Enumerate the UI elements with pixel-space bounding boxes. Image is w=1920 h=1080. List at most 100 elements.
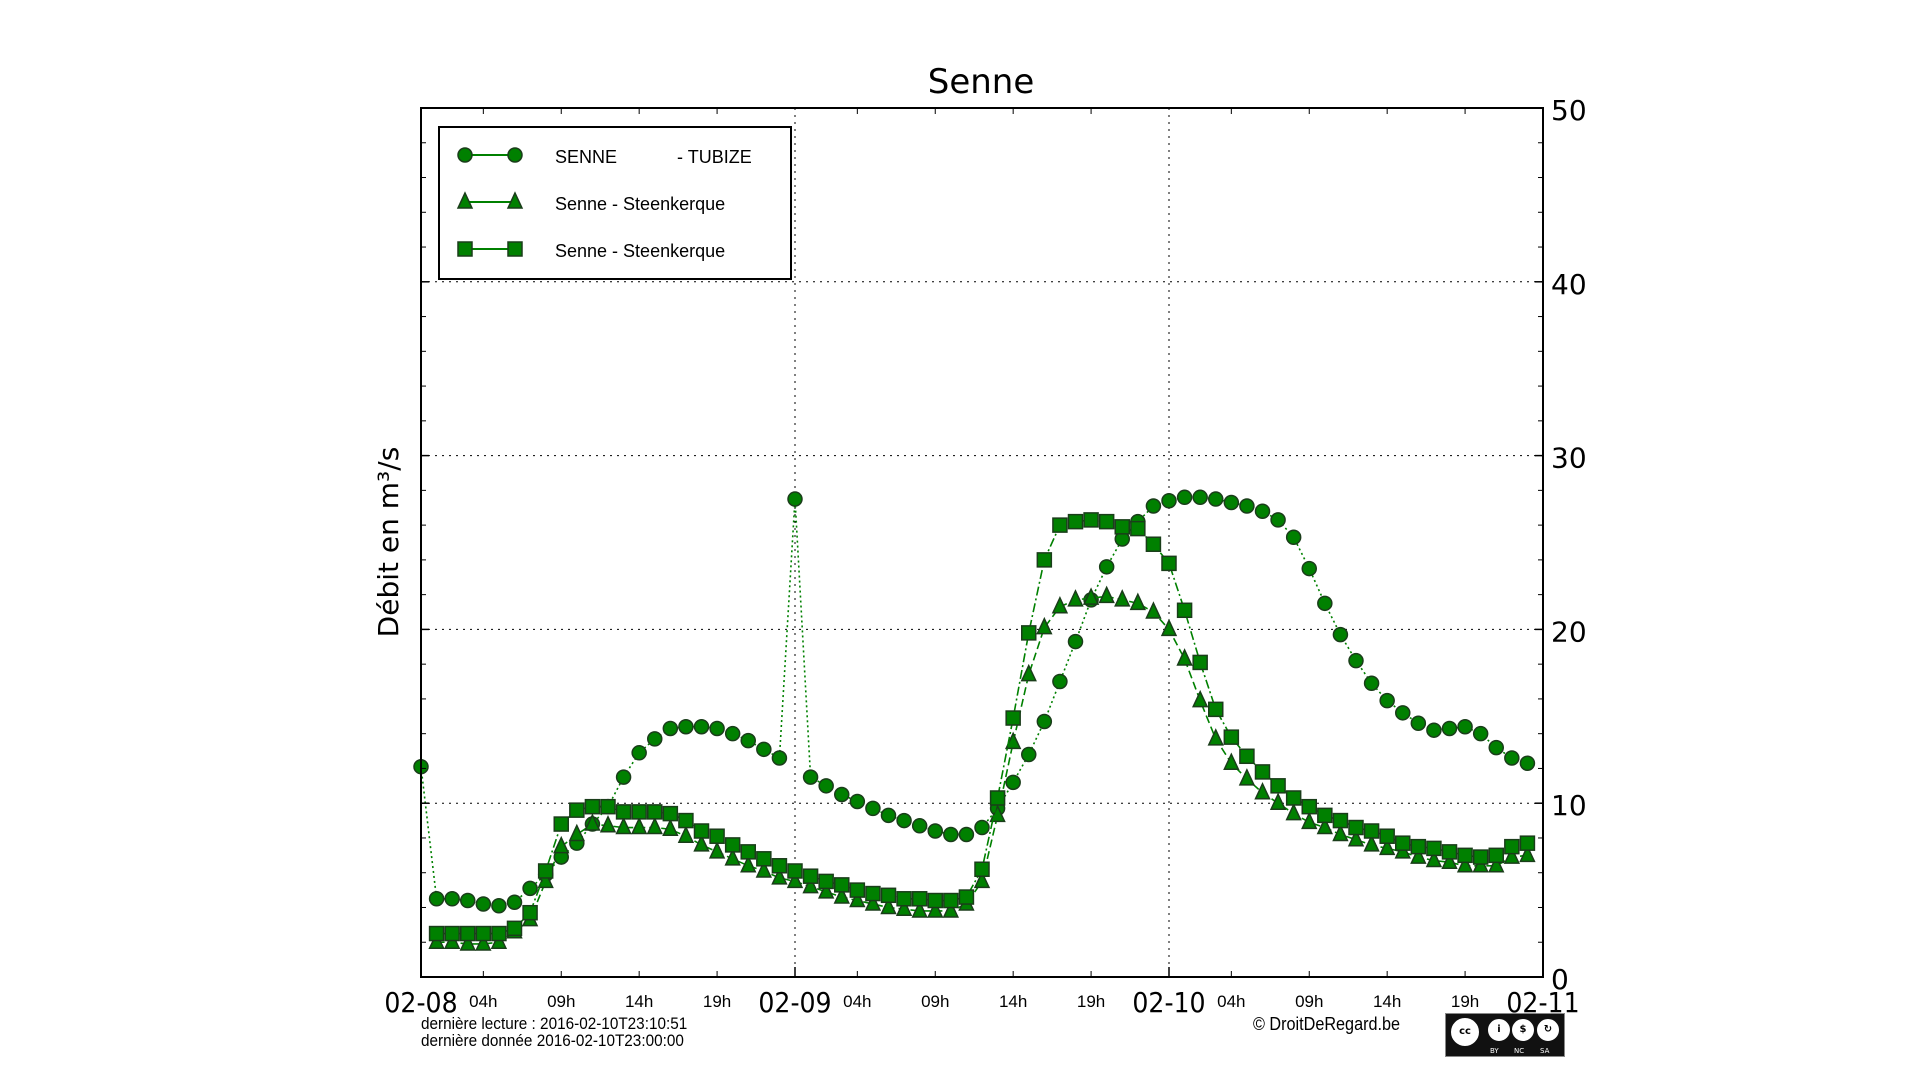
y-axis-label: Débit en m³/s: [372, 447, 405, 638]
square-marker: [1519, 835, 1536, 851]
y-tick-label: 30: [1551, 442, 1587, 475]
square-marker: [1130, 520, 1146, 537]
circle-marker: [974, 819, 990, 836]
square-marker: [1270, 778, 1286, 794]
triangle-marker: [1051, 596, 1069, 614]
triangle-marker: [1363, 834, 1380, 852]
triangle-marker: [1238, 768, 1256, 786]
square-marker: [444, 925, 460, 942]
square-marker: [1426, 840, 1442, 857]
x-major-tick-label: 02-08: [384, 987, 457, 1020]
square-marker: [896, 891, 912, 907]
triangle-marker: [802, 875, 819, 894]
triangle-marker: [1223, 752, 1240, 770]
triangle-marker: [1129, 592, 1147, 611]
square-marker: [662, 805, 679, 822]
plot-frame: [420, 107, 1544, 978]
triangle-marker: [584, 813, 601, 831]
x-minor-tick-label: 19h: [1451, 992, 1479, 1011]
triangle-marker: [817, 881, 835, 899]
license-nc: NC: [1514, 1047, 1525, 1055]
square-marker: [818, 873, 834, 890]
circle-marker: [678, 718, 694, 735]
x-minor-tick-label: 09h: [1295, 992, 1323, 1011]
square-marker: [631, 804, 647, 820]
license-sa: SA: [1540, 1047, 1550, 1055]
last-read-text: dernière lecture : 2016-02-10T23:10:51: [421, 1014, 688, 1033]
triangle-marker: [708, 841, 726, 859]
square-marker: [491, 925, 507, 942]
triangle-marker: [1004, 731, 1022, 750]
circle-marker: [787, 491, 803, 507]
circle-marker: [1052, 673, 1068, 690]
circle-marker: [693, 718, 710, 735]
triangle-marker: [1301, 811, 1318, 830]
square-marker: [989, 790, 1006, 806]
circle-marker: [771, 750, 788, 766]
circle-marker: [1285, 529, 1302, 546]
circle-marker: [491, 897, 507, 914]
triangle-marker: [1378, 837, 1396, 856]
circle-marker: [1145, 498, 1162, 514]
square-marker: [1145, 536, 1162, 552]
triangle-marker: [553, 835, 570, 854]
circle-marker: [1426, 722, 1442, 738]
circle-marker: [834, 786, 850, 803]
sa-icon: ↻: [1535, 1017, 1561, 1043]
square-marker: [1036, 552, 1053, 568]
triangle-marker: [833, 886, 850, 904]
square-marker: [1083, 512, 1099, 528]
triangle-marker: [1191, 689, 1209, 708]
triangle-marker: [475, 933, 492, 951]
circle-marker: [1223, 494, 1240, 511]
square-marker: [506, 920, 523, 937]
by-icon: i: [1486, 1017, 1512, 1043]
circle-marker: [1161, 493, 1177, 509]
triangle-marker: [615, 816, 632, 835]
square-marker: [1472, 849, 1489, 865]
circle-marker: [522, 880, 538, 897]
square-marker: [927, 892, 943, 909]
x-minor-tick-label: 04h: [843, 992, 871, 1011]
circle-marker: [880, 807, 897, 824]
square-marker: [865, 885, 881, 902]
square-marker: [943, 892, 959, 909]
triangle-marker: [506, 191, 524, 209]
x-minor-tick-label: 19h: [703, 992, 731, 1011]
circle-marker: [1239, 498, 1255, 514]
square-marker: [1317, 807, 1333, 824]
triangle-marker: [755, 860, 773, 878]
triangle-marker: [1254, 781, 1271, 800]
square-marker: [1441, 844, 1458, 860]
circle-marker: [1441, 720, 1458, 737]
triangle-marker: [1067, 589, 1084, 607]
circle-marker: [911, 818, 928, 834]
circle-marker: [1021, 746, 1037, 763]
square-marker: [787, 863, 803, 879]
triangle-marker: [1160, 618, 1178, 637]
square-marker: [1005, 710, 1021, 726]
circle-marker: [1254, 503, 1271, 519]
triangle-marker: [537, 870, 554, 889]
circle-marker: [724, 725, 741, 742]
square-marker: [1332, 812, 1349, 829]
square-marker: [693, 823, 710, 839]
triangle-marker: [911, 900, 928, 918]
last-data-text: dernière donnée 2016-02-10T23:00:00: [421, 1031, 684, 1050]
series-line: [436, 595, 1528, 945]
circle-marker: [1270, 512, 1286, 528]
circle-marker: [1363, 675, 1380, 692]
triangle-marker: [646, 816, 663, 835]
square-marker: [1504, 838, 1520, 855]
triangle-marker: [459, 933, 476, 951]
triangle-marker: [1332, 823, 1349, 842]
triangle-marker: [849, 889, 866, 908]
triangle-marker: [973, 870, 991, 889]
triangle-marker: [1347, 828, 1365, 847]
triangle-marker: [1207, 728, 1224, 746]
triangle-marker: [880, 896, 897, 915]
square-marker: [802, 868, 819, 884]
y-tick-label: 20: [1551, 615, 1587, 648]
square-marker: [724, 837, 741, 853]
